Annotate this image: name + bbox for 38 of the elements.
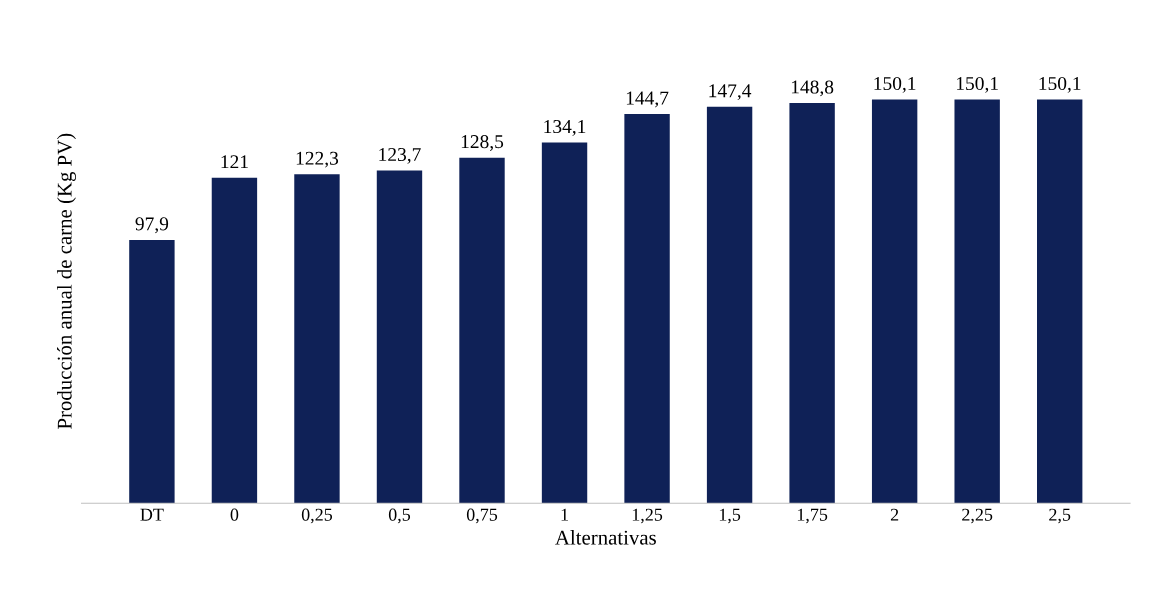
data-label: 150,1 — [874, 76, 916, 93]
bar — [376, 170, 423, 504]
data-label: 150,1 — [957, 76, 998, 93]
x-tick-label: 1,5 — [719, 508, 741, 524]
bar — [624, 114, 670, 504]
bar — [1037, 99, 1083, 504]
x-tick-label: 1,75 — [797, 508, 828, 524]
bar — [954, 99, 1000, 504]
bar — [541, 142, 588, 504]
x-tick-label: DT — [140, 508, 164, 521]
bar — [789, 103, 835, 504]
y-axis-title: Producción anual de carne (Kg PV) — [57, 133, 76, 429]
x-tick-label: 0,75 — [466, 508, 498, 524]
data-label: 121 — [221, 155, 248, 169]
x-tick-label: 0,25 — [301, 508, 333, 524]
bar — [129, 239, 175, 504]
bar — [706, 106, 753, 504]
bar — [211, 177, 258, 504]
x-axis-title: Alternativas — [555, 529, 656, 545]
data-label: 147,4 — [709, 84, 752, 101]
x-tick-label: 2,5 — [1049, 508, 1071, 524]
x-tick-label: 0,5 — [388, 508, 411, 524]
bar — [459, 157, 505, 504]
x-tick-label: 0 — [230, 508, 239, 521]
x-tick-label: 1,25 — [632, 508, 663, 524]
bar — [294, 174, 340, 504]
data-label: 97,9 — [135, 217, 169, 234]
data-label: 128,5 — [461, 135, 504, 151]
x-tick-label: 2 — [890, 508, 899, 521]
data-label: 122,3 — [296, 151, 339, 168]
data-label: 123,7 — [379, 147, 421, 164]
data-label: 150,1 — [1039, 76, 1081, 93]
data-label: 144,7 — [626, 91, 669, 108]
bar — [871, 99, 918, 504]
x-tick-label: 2,25 — [962, 508, 993, 524]
data-label: 134,1 — [544, 120, 586, 136]
x-tick-label: 1 — [561, 508, 568, 521]
data-label: 148,8 — [791, 80, 834, 97]
